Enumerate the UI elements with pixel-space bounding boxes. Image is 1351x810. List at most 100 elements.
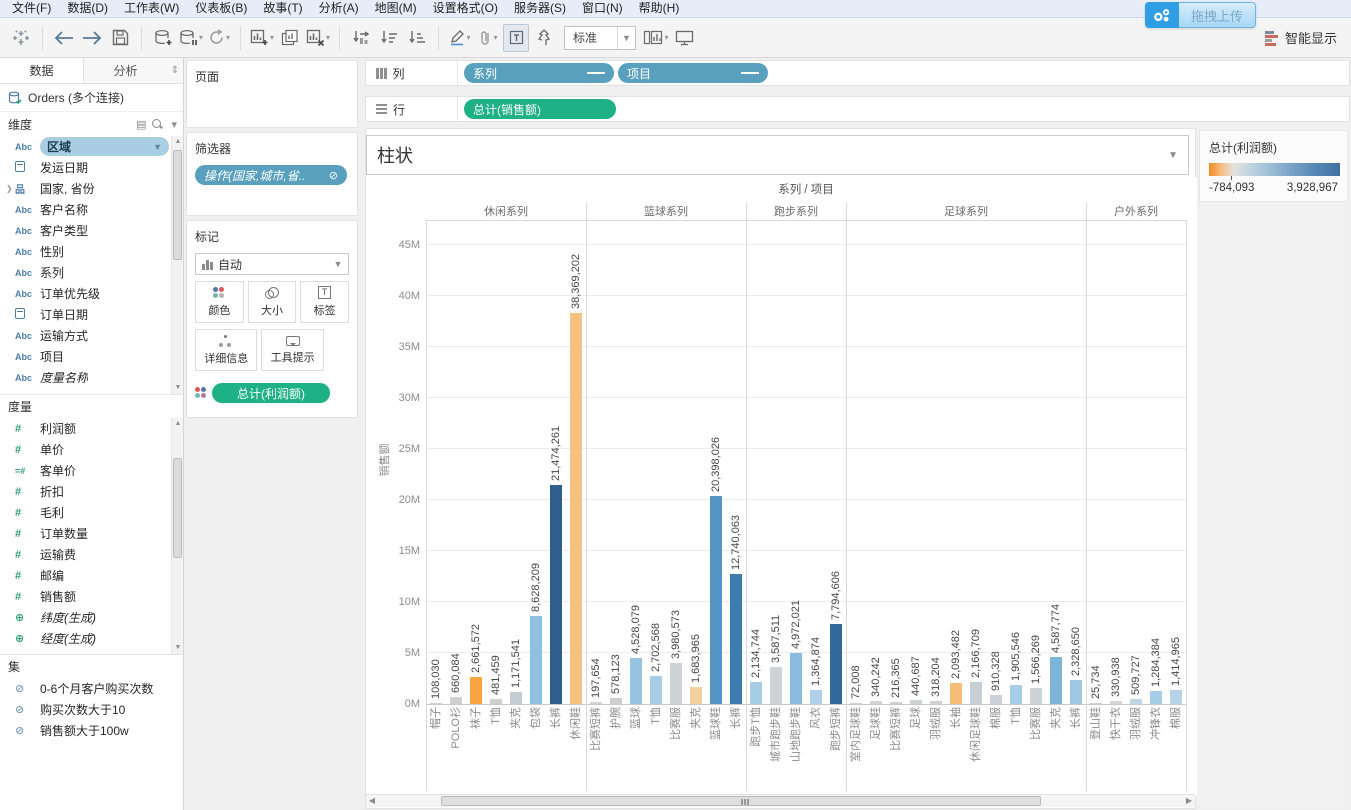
detail-button[interactable]: 详细信息 xyxy=(195,329,258,371)
bar[interactable] xyxy=(1050,657,1062,704)
dimension-field[interactable]: Abc 订单优先级 xyxy=(0,283,183,304)
search-icon[interactable] xyxy=(152,118,163,130)
presentation-icon[interactable] xyxy=(671,24,697,52)
rows-shelf[interactable]: 行 总计(销售额) xyxy=(365,96,1350,122)
dimension-field[interactable]: Abc 运输方式 xyxy=(0,325,183,346)
bar[interactable] xyxy=(1130,699,1142,704)
mark-type-dropdown[interactable]: 自动 ▼ xyxy=(195,253,349,275)
measure-field[interactable]: # 订单数量 xyxy=(0,523,183,544)
measure-field[interactable]: # 邮编 xyxy=(0,565,183,586)
bar[interactable] xyxy=(830,624,842,704)
scroll-right-icon[interactable]: ▶ xyxy=(1185,796,1193,805)
bar[interactable] xyxy=(1030,688,1042,704)
marks-color-pill[interactable]: 总计(利润额) xyxy=(212,383,330,403)
columns-shelf[interactable]: 列 系列 项目 xyxy=(365,60,1350,86)
sort-ascending-icon[interactable] xyxy=(376,24,402,52)
measure-field[interactable]: # 单价 xyxy=(0,439,183,460)
add-datasource-icon[interactable] xyxy=(150,24,176,52)
bar[interactable] xyxy=(750,682,762,704)
bar[interactable] xyxy=(690,687,702,704)
menu-item[interactable]: 数据(D) xyxy=(67,1,108,15)
bar[interactable] xyxy=(510,692,522,704)
show-labels-icon[interactable] xyxy=(503,23,529,52)
set-field[interactable]: ⊘ 购买次数大于10 xyxy=(0,699,183,720)
measure-field[interactable]: # 运输费 xyxy=(0,544,183,565)
expander-icon[interactable]: ❯ xyxy=(6,184,13,193)
measure-field[interactable]: ⊕ 纬度(生成) xyxy=(0,607,183,628)
back-icon[interactable] xyxy=(51,24,77,52)
bar[interactable] xyxy=(1150,691,1162,704)
tableau-logo-icon[interactable] xyxy=(8,24,34,52)
measure-field[interactable]: ⊕ 经度(生成) xyxy=(0,628,183,649)
filter-pill[interactable]: 操作(国家,城市,省.. ⊘ xyxy=(195,165,347,185)
bar[interactable] xyxy=(470,677,482,704)
bar[interactable] xyxy=(990,695,1002,704)
dimension-field[interactable]: ❯ 品 国家, 省份 xyxy=(0,178,183,199)
measure-field[interactable]: # 利润额 xyxy=(0,418,183,439)
measure-field[interactable]: # 折扣 xyxy=(0,481,183,502)
menu-item[interactable]: 分析(A) xyxy=(318,1,359,15)
dimensions-scrollbar[interactable]: ▲ ▼ xyxy=(171,136,183,394)
bar[interactable] xyxy=(950,683,962,704)
view-as-list-icon[interactable]: ▤ xyxy=(136,118,147,131)
measures-scrollbar[interactable]: ▲ ▼ xyxy=(171,418,183,654)
bar[interactable] xyxy=(630,658,642,704)
swap-axes-icon[interactable] xyxy=(348,24,374,52)
group-icon[interactable]: ▾ xyxy=(475,24,501,52)
save-icon[interactable] xyxy=(107,24,133,52)
horizontal-scrollbar[interactable]: ◀ ▶ xyxy=(366,794,1195,807)
menu-item[interactable]: 设置格式(O) xyxy=(432,1,498,15)
bar[interactable] xyxy=(870,701,882,704)
bar[interactable] xyxy=(450,697,462,704)
chevron-down-icon[interactable]: ▼ xyxy=(1168,149,1178,161)
bar[interactable] xyxy=(590,702,602,704)
set-field[interactable]: ⊘ 0-6个月客户购买次数 xyxy=(0,678,183,699)
chevron-down-icon[interactable]: ▼ xyxy=(617,26,635,49)
bar[interactable] xyxy=(670,663,682,704)
bar[interactable] xyxy=(530,616,542,704)
column-pill[interactable]: 系列 xyxy=(464,63,614,83)
bar[interactable] xyxy=(1110,701,1122,704)
dimension-field[interactable]: 发运日期 xyxy=(0,157,183,178)
bar[interactable] xyxy=(1170,690,1182,704)
menu-item[interactable]: 故事(T) xyxy=(263,1,303,15)
bar[interactable] xyxy=(570,313,582,704)
pane-menu-icon[interactable]: ▾ xyxy=(171,118,177,131)
menu-item[interactable]: 工作表(W) xyxy=(124,1,180,15)
highlight-icon[interactable]: ▾ xyxy=(447,24,473,52)
dimension-field[interactable]: Abc 区域 ▼ xyxy=(0,136,183,157)
bar[interactable] xyxy=(430,703,442,704)
scrollbar-thumb[interactable] xyxy=(441,796,1041,806)
set-field[interactable]: ⊘ 销售额大于100w xyxy=(0,720,183,741)
data-source-row[interactable]: Orders (多个连接) xyxy=(0,84,183,112)
dimension-field[interactable]: 订单日期 xyxy=(0,304,183,325)
netdisk-upload-badge[interactable]: 拖拽上传 xyxy=(1144,2,1256,28)
column-pill[interactable]: 项目 xyxy=(618,63,768,83)
bar[interactable] xyxy=(890,702,902,704)
pane-resize-icon[interactable]: ⇕ xyxy=(167,58,183,83)
forward-icon[interactable] xyxy=(79,24,105,52)
measure-field[interactable]: =# 客单价 xyxy=(0,460,183,481)
selected-field-pill[interactable]: 区域 ▼ xyxy=(40,137,169,156)
menu-item[interactable]: 文件(F) xyxy=(12,1,52,15)
sheet-title-bar[interactable]: 柱状 ▼ xyxy=(366,135,1189,175)
dimension-field[interactable]: Abc 客户名称 xyxy=(0,199,183,220)
bar[interactable] xyxy=(610,698,622,704)
bar[interactable] xyxy=(650,676,662,704)
bar[interactable] xyxy=(1010,685,1022,704)
bar[interactable] xyxy=(930,701,942,704)
dimension-field[interactable]: Abc 客户类型 xyxy=(0,220,183,241)
menu-item[interactable]: 服务器(S) xyxy=(513,1,566,15)
bar[interactable] xyxy=(1070,680,1082,704)
sort-descending-icon[interactable] xyxy=(404,24,430,52)
bar[interactable] xyxy=(1090,703,1102,704)
dimension-field[interactable]: Abc 项目 xyxy=(0,346,183,367)
show-cards-icon[interactable]: ▾ xyxy=(643,24,669,52)
dimension-field[interactable]: Abc 性别 xyxy=(0,241,183,262)
chevron-down-icon[interactable]: ▼ xyxy=(153,141,162,152)
bar[interactable] xyxy=(710,496,722,704)
row-pill[interactable]: 总计(销售额) xyxy=(464,99,616,119)
bar[interactable] xyxy=(790,653,802,704)
menu-item[interactable]: 窗口(N) xyxy=(581,1,623,15)
clear-sheet-icon[interactable]: ▾ xyxy=(305,24,331,52)
